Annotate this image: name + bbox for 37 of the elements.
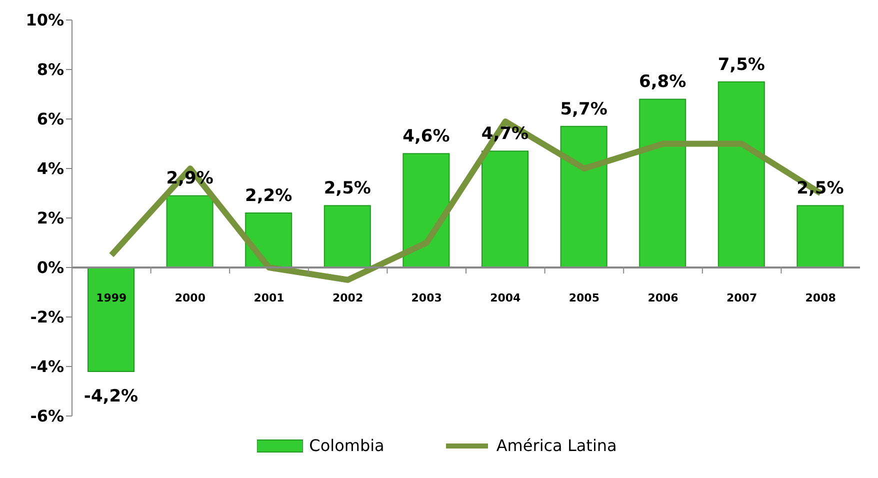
x-tick-label: 2004 [490,292,522,304]
data-label: 2,2% [245,186,292,206]
x-tick-label: 2006 [648,292,679,304]
data-label: -4,2% [84,386,138,406]
x-tick-label: 1999 [96,292,127,304]
y-tick-label: 4% [36,159,64,178]
bar [560,126,608,268]
x-tick-label: 2003 [411,292,442,304]
y-tick-label: -4% [30,357,64,376]
x-tick-label: 2001 [254,292,284,304]
bar [796,205,844,268]
data-label: 5,7% [560,99,608,120]
y-tick-label: 2% [36,208,64,228]
data-label: 4,6% [402,126,450,147]
y-tick-label: 10% [26,10,64,30]
y-tick-label: -6% [30,406,64,426]
bar [402,153,450,268]
bar [482,150,528,268]
y-tick-label: 8% [36,60,64,80]
legend-label: Colombia [309,436,384,455]
bar [166,195,214,268]
legend-label: América Latina [496,436,617,455]
x-tick-label: 2005 [568,292,600,304]
data-label: 6,8% [639,72,686,92]
data-label: 2,5% [324,178,371,199]
y-tick-label: -2% [30,308,64,327]
bar [324,205,371,268]
x-tick-label: 2008 [805,292,836,304]
x-tick-label: 2007 [726,292,758,304]
x-tick-label: 2000 [174,292,206,304]
data-label: 7,5% [718,54,765,75]
y-tick-label: 6% [36,110,64,129]
bar [88,267,134,372]
bar [718,81,765,268]
x-tick-label: 2002 [332,292,364,304]
y-tick-label: 0% [36,258,64,278]
bar [639,98,686,268]
